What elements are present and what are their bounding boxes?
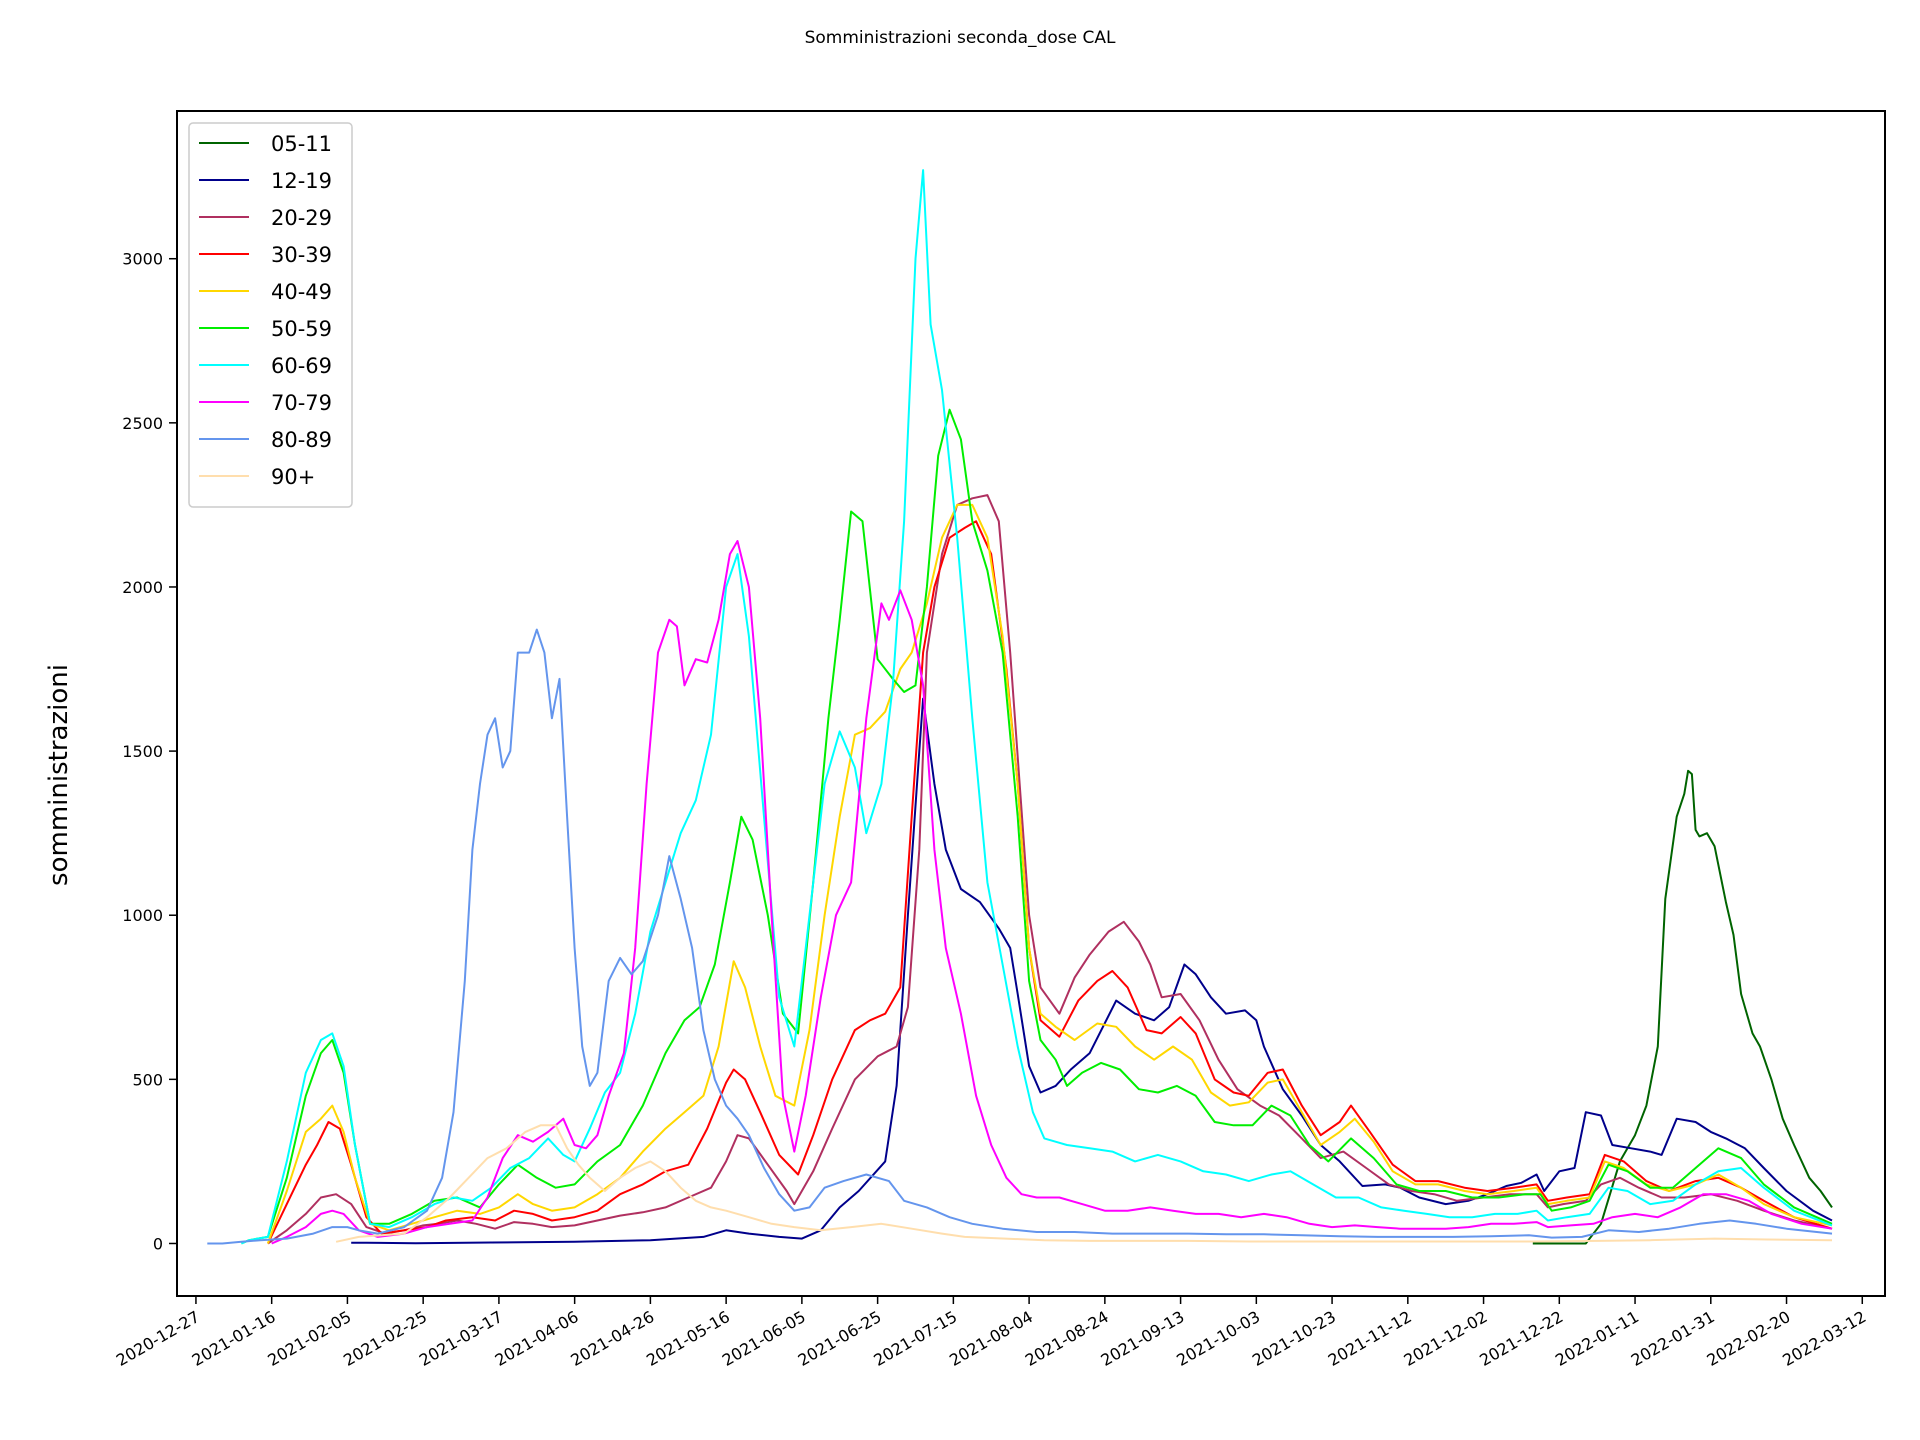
legend-label-20-29: 20-29 (271, 206, 332, 230)
series-line-60-69 (241, 169, 1833, 1245)
series-line-05-11 (1532, 769, 1833, 1245)
series-line-50-59 (241, 408, 1833, 1245)
legend-label-90+: 90+ (271, 465, 315, 489)
legend-label-50-59: 50-59 (271, 317, 332, 341)
series-line-40-49 (266, 503, 1833, 1244)
y-tick-label: 3000 (122, 250, 163, 269)
legend-label-30-39: 30-39 (271, 243, 332, 267)
legend-label-60-69: 60-69 (271, 354, 332, 378)
legend-label-40-49: 40-49 (271, 280, 332, 304)
y-tick-label: 500 (132, 1070, 163, 1089)
legend-label-70-79: 70-79 (271, 391, 332, 415)
plot-frame (176, 110, 1886, 1297)
y-axis-label: somministrazioni (44, 664, 74, 886)
y-tick-label: 2500 (122, 414, 163, 433)
chart-title: Somministrazioni seconda_dose CAL (805, 28, 1116, 48)
y-tick-label: 1000 (122, 906, 163, 925)
legend-label-12-19: 12-19 (271, 169, 332, 193)
legend: 05-11 12-19 20-29 30-39 40-49 50-59 60-69 70-79… (188, 122, 353, 508)
series-layer (207, 169, 1833, 1245)
series-line-90+ (335, 1124, 1833, 1243)
legend-box (188, 122, 353, 508)
series-line-12-19 (351, 697, 1833, 1245)
y-tick-label: 0 (153, 1234, 163, 1253)
series-line-70-79 (271, 540, 1833, 1245)
legend-label-05-11: 05-11 (271, 132, 332, 156)
series-line-80-89 (207, 628, 1833, 1245)
series-line-20-29 (267, 494, 1833, 1245)
y-tick-label: 1500 (122, 742, 163, 761)
legend-label-80-89: 80-89 (271, 428, 332, 452)
y-tick-label: 2000 (122, 578, 163, 597)
